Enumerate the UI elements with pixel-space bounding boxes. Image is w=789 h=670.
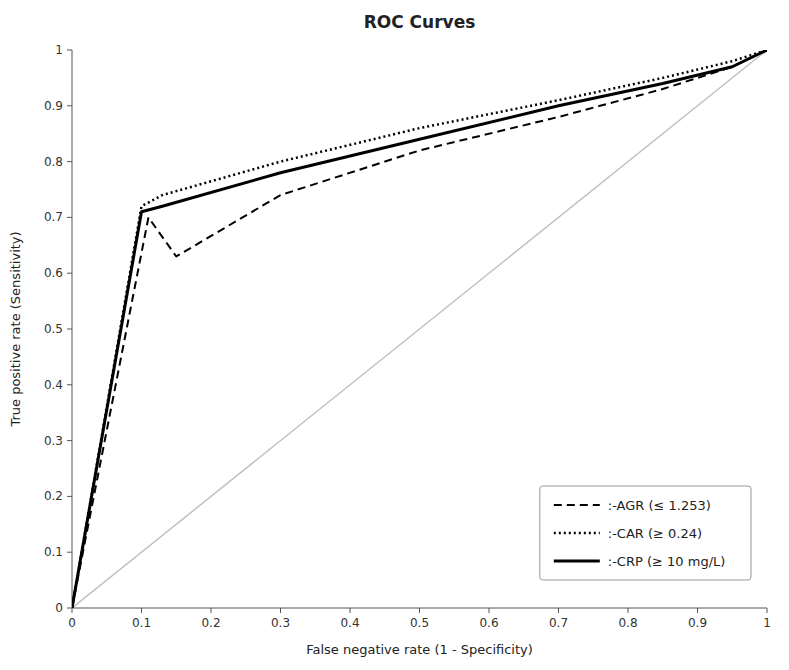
legend-swatch [554, 504, 600, 506]
y-tick [67, 552, 72, 553]
x-tick-label: 0.1 [132, 616, 151, 630]
x-tick-label: 0.7 [549, 616, 568, 630]
y-tick [67, 608, 72, 609]
y-tick-label: 1 [55, 43, 63, 57]
x-tick-label: 0.4 [340, 616, 359, 630]
x-tick [211, 608, 212, 613]
x-tick [558, 608, 559, 613]
x-tick [280, 608, 281, 613]
x-tick [350, 608, 351, 613]
legend-label: :-CRP (≥ 10 mg/L) [608, 554, 726, 569]
y-tick-label: 0 [55, 601, 63, 615]
y-tick [67, 273, 72, 274]
y-tick-label: 0.5 [44, 322, 63, 336]
y-tick-label: 0.9 [44, 99, 63, 113]
y-tick-label: 0.6 [44, 266, 63, 280]
legend-swatch [554, 560, 600, 563]
x-tick-label: 0 [68, 616, 76, 630]
legend-swatch [554, 532, 600, 535]
y-tick [67, 217, 72, 218]
x-tick [628, 608, 629, 613]
y-tick [67, 384, 72, 385]
y-tick [67, 329, 72, 330]
y-tick-label: 0.1 [44, 545, 63, 559]
y-tick-label: 0.3 [44, 434, 63, 448]
legend-box [540, 486, 751, 580]
diagonal-reference [72, 50, 767, 608]
x-tick-label: 1 [763, 616, 771, 630]
series-line [72, 50, 767, 608]
series-line [72, 50, 767, 608]
y-tick [67, 161, 72, 162]
y-tick-label: 0.2 [44, 489, 63, 503]
x-tick-label: 0.8 [618, 616, 637, 630]
y-tick-label: 0.4 [44, 378, 63, 392]
legend-label: :-CAR (≥ 0.24) [608, 526, 702, 541]
plot-area [72, 50, 767, 608]
legend: :-AGR (≤ 1.253) :-CAR (≥ 0.24) :-CRP (≥ 10… [540, 486, 751, 580]
y-tick [67, 496, 72, 497]
x-tick [697, 608, 698, 613]
title: ROC Curves [364, 12, 476, 32]
x-tick [141, 608, 142, 613]
x-tick-label: 0.5 [410, 616, 429, 630]
x-tick [489, 608, 490, 613]
chart: ROC Curves 0 0.1 0.2 0.3 0.4 0.5 0.6 0.7 0.8 0.9 1 0… [0, 0, 789, 670]
x-tick-label: 0.3 [271, 616, 290, 630]
legend-label: :-AGR (≤ 1.253) [608, 498, 711, 513]
y-tick [67, 440, 72, 441]
x-tick [72, 608, 73, 613]
y-tick-label: 0.7 [44, 210, 63, 224]
y-tick [67, 105, 72, 106]
x-tick [767, 608, 768, 613]
x-axis-label: False negative rate (1 - Specificity) [306, 642, 533, 657]
x-tick-label: 0.6 [479, 616, 498, 630]
series-line [72, 50, 767, 608]
x-tick-label: 0.9 [688, 616, 707, 630]
y-tick [67, 50, 72, 51]
y-tick-label: 0.8 [44, 155, 63, 169]
x-tick-label: 0.2 [201, 616, 220, 630]
x-tick [419, 608, 420, 613]
y-axis-label: True positive rate (Sensitivity) [8, 231, 23, 427]
